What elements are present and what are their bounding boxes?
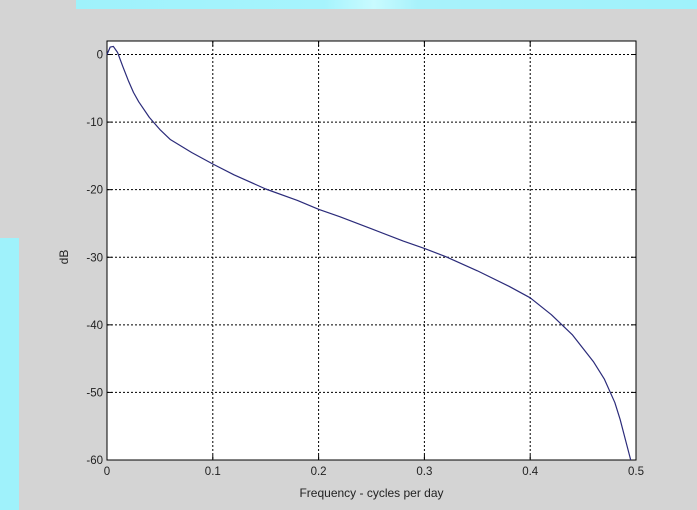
y-tick-label: -50 (86, 387, 103, 399)
y-tick-label: -20 (86, 185, 103, 197)
x-tick-label: 0.5 (628, 466, 644, 478)
x-tick-label: 0 (104, 466, 110, 478)
axis-ticks (106, 41, 637, 461)
x-tick-label: 0.1 (205, 466, 221, 478)
y-tick-label: -40 (86, 320, 103, 332)
decorative-top-band (76, 0, 697, 9)
x-tick-label: 0.4 (522, 466, 539, 478)
y-tick-labels: 0 -10 -20 -30 -40 -50 -60 (86, 50, 103, 467)
series-line (106, 45, 632, 461)
y-tick-label: -30 (86, 252, 103, 264)
grid-lines (107, 41, 636, 460)
plot-area (106, 40, 637, 461)
decorative-left-band (0, 238, 19, 510)
y-tick-label: -10 (86, 117, 103, 129)
y-tick-label: 0 (97, 50, 103, 62)
series-group (106, 45, 632, 461)
y-tick-label: -60 (86, 455, 103, 467)
x-tick-labels: 0 0.1 0.2 0.3 0.4 0.5 (104, 466, 644, 478)
x-tick-label: 0.3 (416, 466, 432, 478)
x-tick-label: 0.2 (311, 466, 327, 478)
x-axis-label: Frequency - cycles per day (299, 486, 443, 500)
y-axis-label: dB (57, 250, 71, 265)
